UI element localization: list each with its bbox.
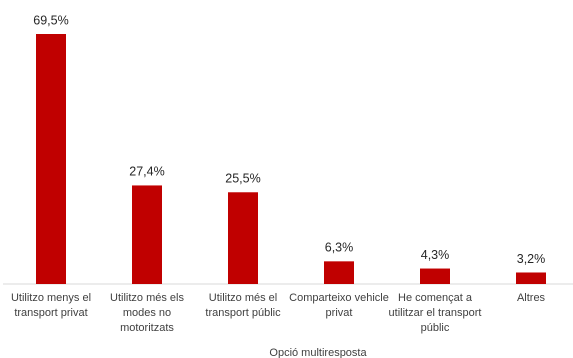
value-label: 4,3% (421, 248, 450, 262)
bar (324, 261, 354, 284)
x-tick-label: privat (326, 307, 353, 319)
x-tick-label: motoritzats (120, 322, 174, 334)
value-label: 27,4% (129, 165, 164, 179)
x-tick-label: transport privat (14, 307, 87, 319)
x-tick-label: modes no (123, 307, 171, 319)
x-tick-label: Utilitzo més els (110, 292, 184, 304)
x-tick-label: He començat a (398, 292, 473, 304)
value-label: 25,5% (225, 172, 260, 186)
x-tick-label: utilitzar el transport (389, 307, 482, 319)
bar (420, 268, 450, 284)
bar (516, 272, 546, 284)
x-tick-label: Utilitzo més el (209, 292, 277, 304)
x-axis-title: Opció multiresposta (269, 347, 367, 358)
bar (36, 34, 66, 284)
value-label: 6,3% (325, 241, 354, 255)
x-tick-label: transport públic (205, 307, 281, 319)
bar (132, 185, 162, 284)
x-tick-label: Utilitzo menys el (11, 292, 91, 304)
value-label: 3,2% (517, 252, 546, 266)
x-tick-label: Altres (517, 292, 546, 304)
bar (228, 192, 258, 284)
x-tick-label: públic (421, 322, 450, 334)
value-label: 69,5% (33, 13, 68, 27)
x-tick-label: Comparteixo vehicle (289, 292, 389, 304)
